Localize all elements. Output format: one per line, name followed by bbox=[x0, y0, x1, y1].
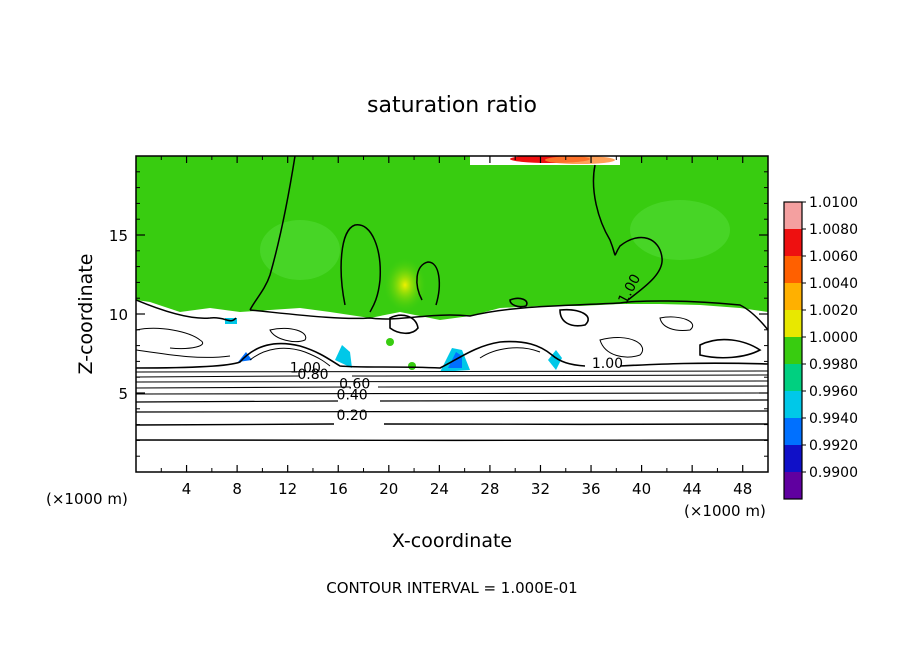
x-tick-label: 32 bbox=[531, 480, 550, 498]
contour-line-1.00 bbox=[559, 308, 589, 327]
contour-label: 1.00 bbox=[592, 356, 623, 372]
contour-line-0.30 bbox=[136, 410, 768, 413]
contour-line-0.90 bbox=[249, 347, 541, 367]
contour-interval-label: CONTOUR INTERVAL = 1.000E-01 bbox=[326, 579, 577, 597]
colorbar-label: 1.0000 bbox=[809, 330, 858, 346]
y-tick-label: 10 bbox=[109, 306, 128, 324]
contour-line-1.00 bbox=[136, 340, 586, 369]
x-tick-label: 4 bbox=[182, 480, 192, 498]
colorbar-swatch bbox=[784, 364, 802, 391]
contour-lines-lower bbox=[136, 297, 768, 442]
contour-line-1.00 bbox=[416, 261, 441, 306]
colorbar-label: 0.9960 bbox=[809, 384, 858, 400]
colorbar-label: 1.0040 bbox=[809, 276, 858, 292]
colorbar-label: 0.9920 bbox=[809, 438, 858, 454]
colorbar-label: 0.9900 bbox=[809, 465, 858, 481]
y-axis-label: Z-coordinate bbox=[75, 254, 97, 375]
x-tick-label: 48 bbox=[733, 480, 752, 498]
colorbar-swatch bbox=[784, 310, 802, 337]
y-tick-label: 15 bbox=[109, 227, 128, 245]
colorbar-swatch bbox=[784, 283, 802, 310]
contour-line-1.00 bbox=[619, 362, 768, 367]
green-patch bbox=[408, 362, 416, 370]
x-tick-label: 40 bbox=[632, 480, 651, 498]
contour-label: 0.40 bbox=[337, 388, 368, 404]
x-tick-label: 8 bbox=[232, 480, 242, 498]
green-patch bbox=[386, 338, 394, 346]
y-tick-label: 5 bbox=[118, 385, 128, 403]
blue-patch bbox=[335, 345, 352, 368]
contour-line-0.90 bbox=[599, 337, 643, 358]
colorbar-swatch bbox=[784, 445, 802, 472]
colorbar-label: 1.0080 bbox=[809, 222, 858, 238]
contour-line-0.60 bbox=[136, 385, 768, 389]
y-axis-ticks: 5 10 15 bbox=[109, 171, 768, 457]
colorbar: 1.0100 1.0080 1.0060 1.0040 1.0020 1.0000 0.99… bbox=[783, 195, 858, 500]
field-light-patch bbox=[260, 220, 340, 280]
contour-line-0.80 bbox=[136, 374, 768, 378]
colorbar-label: 1.0100 bbox=[809, 195, 858, 211]
colorbar-swatch bbox=[784, 391, 802, 418]
x-tick-label: 28 bbox=[480, 480, 499, 498]
contour-line-0.90 bbox=[136, 327, 231, 358]
colorbar-label: 1.0060 bbox=[809, 249, 858, 265]
colorbar-swatch bbox=[784, 202, 802, 229]
colorbar-swatch bbox=[784, 256, 802, 283]
x-tick-label: 36 bbox=[581, 480, 600, 498]
contour-label: 1.00 bbox=[290, 361, 321, 377]
field-yellow-hotspot bbox=[383, 257, 427, 313]
chart-title: saturation ratio bbox=[367, 93, 537, 118]
colorbar-label: 0.9980 bbox=[809, 357, 858, 373]
contour-line-0.90 bbox=[269, 316, 693, 343]
contour-line-1.00 bbox=[509, 297, 528, 308]
contour-line-1.00 bbox=[136, 299, 237, 322]
contour-label: 0.60 bbox=[339, 377, 370, 393]
blue-patch bbox=[548, 350, 562, 370]
contour-line-0.90 bbox=[136, 370, 768, 373]
x-tick-label: 12 bbox=[278, 480, 297, 498]
plot-area bbox=[136, 156, 768, 472]
colorbar-label: 1.0020 bbox=[809, 303, 858, 319]
contour-line-1.00 bbox=[619, 300, 768, 331]
contour-line-1.00 bbox=[389, 314, 419, 335]
contour-line-1.00 bbox=[249, 302, 621, 320]
colorbar-swatch bbox=[784, 229, 802, 256]
x-tick-label: 24 bbox=[430, 480, 449, 498]
field-light-patch bbox=[630, 200, 730, 260]
colorbar-swatch bbox=[784, 418, 802, 445]
contour-lines bbox=[136, 156, 768, 331]
top-orange-patch bbox=[545, 156, 615, 164]
contour-label: 0.20 bbox=[337, 408, 368, 424]
contour-line-1.00 bbox=[592, 164, 663, 301]
contour-line-0.40 bbox=[136, 399, 768, 403]
x-units-right: (×1000 m) bbox=[684, 502, 766, 520]
x-units-left: (×1000 m) bbox=[46, 490, 128, 508]
x-tick-label: 16 bbox=[329, 480, 348, 498]
x-axis-ticks: 4 8 12 16 20 24 28 32 36 40 44 48 bbox=[160, 156, 752, 498]
contour-label: 0.80 bbox=[297, 367, 328, 383]
colorbar-swatch bbox=[784, 337, 802, 364]
contour-line-0.50 bbox=[136, 392, 768, 395]
colorbar-frame bbox=[783, 201, 803, 500]
colorbar-swatch bbox=[784, 472, 802, 499]
contour-line-1.00 bbox=[249, 156, 296, 311]
contour-line-0.70 bbox=[136, 380, 768, 383]
contour-line-1.00 bbox=[699, 338, 762, 359]
contour-line-1.00 bbox=[340, 224, 381, 313]
x-tick-label: 44 bbox=[683, 480, 702, 498]
colorbar-label: 0.9940 bbox=[809, 411, 858, 427]
x-axis-label: X-coordinate bbox=[392, 530, 512, 552]
contour-line-0.20 bbox=[136, 423, 768, 426]
x-tick-label: 20 bbox=[379, 480, 398, 498]
